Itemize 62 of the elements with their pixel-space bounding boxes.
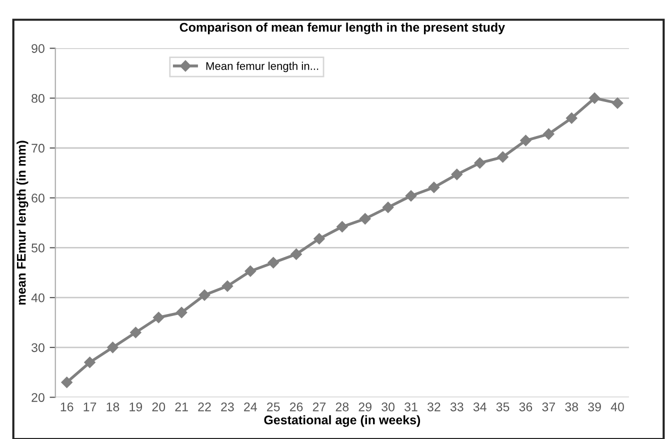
x-tick-label: 23 [221,402,234,412]
point [612,98,624,109]
x-tick-label: 38 [565,402,578,412]
x-tick-label: 33 [450,402,464,412]
point [130,326,142,338]
y-tick-label: 40 [31,293,44,302]
point [428,182,440,193]
x-tick-label: 39 [588,402,601,412]
y-tick-label: 70 [32,144,44,153]
point [336,221,348,232]
point [360,213,371,224]
y-tick-label: 60 [32,194,44,203]
x-tick-label: 32 [427,402,440,412]
x-tick-label: 27 [312,402,326,412]
x-tick-label: 30 [382,402,395,412]
x-tick-label: 34 [473,402,486,412]
x-tick-label: 17 [84,402,96,412]
point [405,190,417,202]
point [176,306,188,318]
point [222,280,234,292]
point [198,289,210,301]
point [268,257,279,268]
x-tick-label: 40 [610,402,624,412]
y-tick-label: 30 [32,343,44,352]
y-tick-label: 90 [32,44,44,53]
point [543,128,554,140]
x-tick-label: 16 [60,402,74,412]
chart-title: Comparison of mean femur length in the present study [180,22,505,34]
y-axis-title: mean FEmur length (in mm) [16,140,28,305]
x-tick-label: 18 [106,402,120,412]
point [153,312,164,324]
y-tick-label: 50 [32,244,44,252]
x-tick-label: 35 [496,402,510,412]
point [61,376,72,388]
x-tick-label: 20 [152,402,166,412]
point [474,157,486,169]
point [588,92,600,104]
y-tick-label: 20 [32,393,44,402]
x-tick-label: 28 [336,402,349,412]
point [520,134,532,146]
legend-label: Mean femur length in... [206,62,318,72]
x-tick-label: 25 [267,402,280,412]
x-tick-label: 29 [358,402,372,412]
x-tick-label: 19 [130,402,142,412]
point [566,112,578,124]
point [497,151,508,163]
x-tick-label: 31 [404,402,418,412]
point [314,233,325,244]
point [84,356,96,368]
x-tick-label: 36 [519,402,532,412]
point [290,248,302,260]
x-tick-label: 26 [290,402,303,412]
x-tick-label: 24 [244,402,257,412]
x-axis-title: Gestational age (in weeks) [264,415,420,427]
x-tick-label: 21 [175,402,188,412]
point [451,168,462,180]
point [244,266,256,277]
point [107,342,118,354]
x-tick-label: 37 [542,402,555,412]
y-tick-label: 80 [32,94,44,103]
x-tick-label: 22 [198,402,211,412]
point [382,202,394,213]
